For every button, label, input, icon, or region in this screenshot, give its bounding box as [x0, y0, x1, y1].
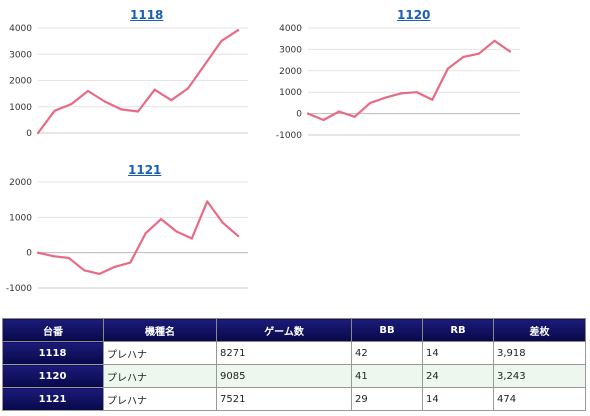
header-rb: RB [422, 318, 494, 342]
cell-difference: 3,918 [493, 341, 586, 365]
data-point [206, 200, 209, 203]
cell-model-name: プレハナ [103, 387, 217, 411]
chart-1121: 1121 2000 1000 0 -1000 [0, 155, 255, 305]
machine-data-table: 台番 機種名 ゲーム数 BB RB 差枚 1118 プレハナ 8271 42 1… [2, 318, 586, 411]
data-point [159, 218, 163, 221]
data-point [186, 87, 190, 90]
series-line [36, 29, 240, 135]
data-point [477, 52, 481, 55]
y-tick-label: 0 [26, 129, 32, 139]
y-tick-label: 2000 [9, 77, 32, 87]
table-row: 1118 プレハナ 8271 42 14 3,918 [2, 341, 586, 365]
y-tick-label: 0 [26, 249, 32, 259]
data-point [462, 55, 465, 58]
y-tick-label: 2000 [9, 178, 32, 188]
y-tick-label: -1000 [276, 131, 302, 141]
data-point [136, 110, 140, 113]
y-tick-label: 1000 [279, 88, 302, 98]
y-tick-label: 0 [296, 110, 302, 120]
chart-svg: 4000 3000 2000 1000 0 [9, 24, 248, 139]
data-point [400, 92, 403, 95]
data-point [86, 89, 90, 93]
data-point [36, 131, 40, 135]
cell-machine-number: 1121 [2, 387, 104, 411]
header-game-count: ゲーム数 [216, 318, 352, 342]
data-point [190, 237, 193, 240]
data-point [221, 221, 224, 224]
cell-bb: 42 [351, 341, 423, 365]
header-model-name: 機種名 [103, 318, 217, 342]
data-point [431, 98, 434, 101]
table-row: 1121 プレハナ 7521 29 14 474 [2, 387, 586, 411]
cell-machine-number: 1120 [2, 364, 104, 388]
cell-game-count: 7521 [216, 387, 352, 411]
data-point [103, 100, 106, 103]
cell-model-name: プレハナ [103, 341, 217, 365]
cell-bb: 41 [351, 364, 423, 388]
cell-rb: 14 [422, 341, 494, 365]
y-tick-label: 3000 [279, 45, 302, 55]
chart-svg: 4000 3000 2000 1000 0 -1000 [276, 24, 520, 141]
y-tick-label: 1000 [9, 213, 32, 223]
data-point [322, 118, 325, 122]
header-machine-number: 台番 [2, 318, 104, 342]
data-point [220, 40, 223, 43]
y-tick-label: 4000 [9, 24, 32, 34]
data-point [415, 91, 418, 94]
cell-game-count: 8271 [216, 341, 352, 365]
data-point [337, 110, 341, 113]
data-point [170, 99, 173, 102]
chart-title-link[interactable]: 1118 [130, 8, 164, 22]
data-point [129, 261, 132, 264]
data-point [36, 251, 40, 254]
chart-1120: 1120 4000 3000 2000 1000 0 -1000 [270, 0, 560, 150]
cell-rb: 14 [422, 387, 494, 411]
data-point [306, 112, 310, 115]
data-point [236, 29, 240, 32]
data-point [120, 108, 123, 111]
cell-machine-number: 1118 [2, 341, 104, 365]
cell-bb: 29 [351, 387, 423, 411]
y-tick-label: 3000 [9, 50, 32, 60]
series-line [306, 39, 512, 122]
cell-rb: 24 [422, 364, 494, 388]
table-row: 1120 プレハナ 9085 41 24 3,243 [2, 364, 586, 388]
data-point [353, 115, 356, 118]
chart-1118: 1118 4000 3000 2000 1000 0 [0, 0, 255, 150]
cell-game-count: 9085 [216, 364, 352, 388]
y-tick-label: 1000 [9, 103, 32, 113]
data-point [113, 265, 117, 268]
data-point [53, 109, 56, 112]
cell-model-name: プレハナ [103, 364, 217, 388]
data-point [153, 88, 156, 91]
cell-difference: 3,243 [493, 364, 586, 388]
data-point [203, 63, 206, 66]
data-point [83, 269, 86, 272]
data-point [144, 232, 147, 235]
cell-difference: 474 [493, 387, 586, 411]
data-point [70, 103, 73, 106]
data-point [175, 230, 178, 233]
data-point [67, 256, 70, 260]
table-header-row: 台番 機種名 ゲーム数 BB RB 差枚 [2, 318, 586, 342]
chart-svg: 2000 1000 0 -1000 [6, 178, 248, 294]
data-point [236, 234, 240, 238]
data-point [369, 101, 372, 104]
chart-title-link[interactable]: 1120 [397, 8, 431, 22]
y-tick-label: 2000 [279, 67, 302, 77]
series-line [36, 200, 240, 276]
data-point [446, 67, 449, 70]
chart-title-link[interactable]: 1121 [128, 163, 162, 177]
data-point [508, 50, 512, 53]
y-tick-label: -1000 [6, 284, 32, 294]
data-point [384, 96, 387, 99]
data-point [98, 272, 101, 275]
data-point [52, 255, 55, 258]
data-point [493, 39, 496, 42]
header-difference: 差枚 [493, 318, 586, 342]
header-bb: BB [351, 318, 423, 342]
y-tick-label: 4000 [279, 24, 302, 34]
